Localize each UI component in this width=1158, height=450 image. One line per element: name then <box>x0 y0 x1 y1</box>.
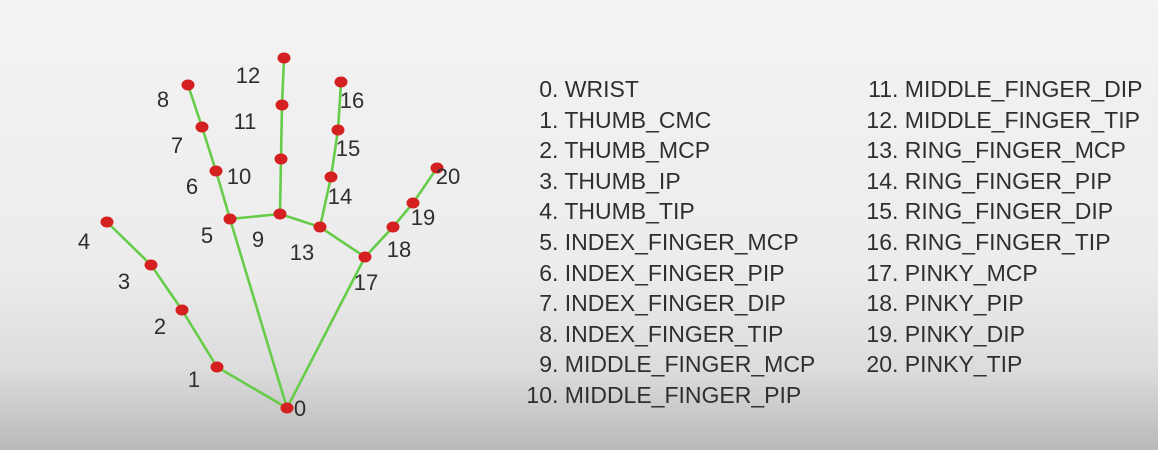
landmark-number-20: 20 <box>436 164 460 189</box>
hand-landmark-points <box>100 52 444 414</box>
landmark-point-2 <box>175 304 189 316</box>
legend-item-14: 14. RING_FINGER_PIP <box>866 167 1112 194</box>
landmark-number-5: 5 <box>201 223 213 248</box>
legend-item-4: 4. THUMB_TIP <box>539 198 695 225</box>
landmark-number-0: 0 <box>294 396 306 421</box>
bone-10-11 <box>279 103 284 161</box>
bone-17-18 <box>363 225 395 259</box>
landmark-point-14 <box>324 171 338 183</box>
landmark-point-8 <box>181 79 195 91</box>
landmark-number-18: 18 <box>387 237 411 262</box>
legend-item-12: 12. MIDDLE_FINGER_TIP <box>866 106 1140 133</box>
bone-0-17 <box>285 255 367 410</box>
landmark-number-17: 17 <box>354 270 378 295</box>
bone-0-1 <box>215 365 289 410</box>
landmark-number-10: 10 <box>227 164 251 189</box>
landmark-point-1 <box>210 361 224 373</box>
landmark-point-3 <box>144 259 158 271</box>
landmark-number-13: 13 <box>290 240 314 265</box>
legend-item-3: 3. THUMB_IP <box>539 167 681 194</box>
legend-item-10: 10. MIDDLE_FINGER_PIP <box>526 381 802 408</box>
bone-9-10 <box>278 157 283 216</box>
legend-item-8: 8. INDEX_FINGER_TIP <box>539 320 784 347</box>
legend-item-16: 16. RING_FINGER_TIP <box>866 228 1111 255</box>
bone-13-17 <box>318 225 367 259</box>
bone-3-4 <box>105 220 153 267</box>
landmark-point-16 <box>334 76 348 88</box>
bone-9-13 <box>278 212 322 229</box>
landmark-point-4 <box>100 216 114 228</box>
bone-15-16 <box>336 80 343 132</box>
landmark-point-11 <box>275 99 289 111</box>
landmark-point-15 <box>331 124 345 136</box>
landmark-point-5 <box>223 213 237 225</box>
landmark-number-7: 7 <box>171 133 183 158</box>
legend-item-9: 9. MIDDLE_FINGER_MCP <box>539 351 816 378</box>
bone-2-3 <box>149 263 184 312</box>
landmark-point-0 <box>280 402 294 414</box>
landmark-number-14: 14 <box>328 184 352 209</box>
landmark-point-20 <box>430 162 444 174</box>
bone-14-15 <box>329 128 340 179</box>
landmark-point-17 <box>358 251 372 263</box>
landmark-point-19 <box>406 197 420 209</box>
landmark-number-12: 12 <box>236 63 260 88</box>
bone-5-9 <box>228 212 282 221</box>
landmark-number-3: 3 <box>118 269 130 294</box>
bone-5-6 <box>214 169 232 221</box>
legend-item-19: 19. PINKY_DIP <box>866 320 1025 347</box>
bone-1-2 <box>180 308 219 369</box>
legend-item-6: 6. INDEX_FINGER_PIP <box>539 259 785 286</box>
legend-item-17: 17. PINKY_MCP <box>866 259 1038 286</box>
landmark-number-16: 16 <box>340 88 364 113</box>
landmark-number-15: 15 <box>336 136 360 161</box>
landmark-number-9: 9 <box>252 227 264 252</box>
bone-13-14 <box>318 175 333 229</box>
landmark-point-13 <box>313 221 327 233</box>
landmark-number-1: 1 <box>188 367 200 392</box>
landmark-number-4: 4 <box>78 229 90 254</box>
landmark-point-9 <box>273 208 287 220</box>
landmark-legend-column-1: 0. WRIST 1. THUMB_CMC 2. THUMB_MCP 3. TH… <box>508 74 815 411</box>
landmark-point-7 <box>195 121 209 133</box>
landmark-legend-column-2: 11. MIDDLE_FINGER_DIP 12. MIDDLE_FINGER_… <box>848 74 1143 380</box>
bone-19-20 <box>411 166 439 205</box>
legend-item-15: 15. RING_FINGER_DIP <box>866 198 1114 225</box>
legend-item-1: 1. THUMB_CMC <box>539 106 712 133</box>
landmark-number-11: 11 <box>234 109 257 134</box>
landmark-number-19: 19 <box>411 205 435 230</box>
legend-item-5: 5. INDEX_FINGER_MCP <box>539 228 799 255</box>
legend-item-7: 7. INDEX_FINGER_DIP <box>539 290 786 317</box>
legend-item-13: 13. RING_FINGER_MCP <box>866 137 1126 164</box>
hand-connections <box>105 56 439 410</box>
landmark-point-10 <box>274 153 288 165</box>
legend-item-18: 18. PINKY_PIP <box>866 290 1024 317</box>
legend-item-2: 2. THUMB_MCP <box>539 137 711 164</box>
bone-11-12 <box>280 56 286 107</box>
landmark-number-8: 8 <box>157 87 169 112</box>
legend-item-20: 20. PINKY_TIP <box>866 351 1023 378</box>
bone-6-7 <box>200 125 218 173</box>
legend-item-11: 11. MIDDLE_FINGER_DIP <box>868 76 1143 102</box>
landmark-number-2: 2 <box>154 314 166 339</box>
bone-0-5 <box>228 217 289 410</box>
landmark-point-18 <box>386 221 400 233</box>
landmark-point-12 <box>277 52 291 64</box>
legend-item-0: 0. WRIST <box>539 76 639 102</box>
landmark-point-6 <box>209 165 223 177</box>
landmark-number-6: 6 <box>186 174 198 199</box>
bone-7-8 <box>186 83 204 129</box>
